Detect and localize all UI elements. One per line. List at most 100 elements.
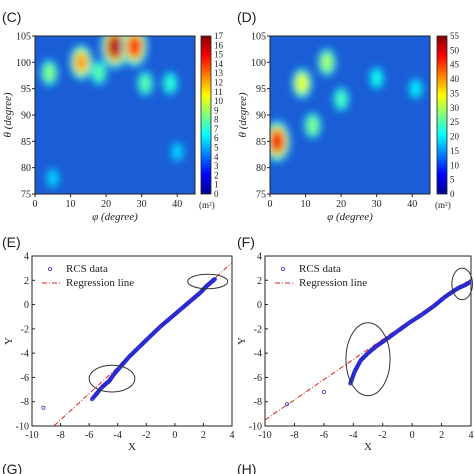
legend-label-data: RCS data xyxy=(299,263,341,275)
plot-frame xyxy=(31,255,233,427)
y-tick-label-6: 2 xyxy=(24,276,29,287)
x-tick-label-4: 40 xyxy=(407,199,417,210)
legend-label-regression: Regression line xyxy=(66,277,134,289)
x-tick-label-2: 20 xyxy=(101,199,111,210)
highlight-ellipse-0 xyxy=(88,364,136,393)
colorbar-tick-1: 5 xyxy=(450,175,455,185)
y-tick-label-5: 0 xyxy=(24,300,29,311)
hotspot-8-ring-3 xyxy=(172,144,182,160)
x-tick-label-1: -8 xyxy=(290,430,298,441)
x-tick-label-3: 30 xyxy=(137,199,147,210)
legend-marker-data xyxy=(280,266,285,271)
x-axis-label: X xyxy=(128,441,136,453)
y-tick-label-5: 0 xyxy=(257,300,262,311)
x-tick-label-2: 20 xyxy=(336,199,346,210)
colorbar-tick-5: 25 xyxy=(450,117,460,127)
colorbar-tick-17: 17 xyxy=(214,31,224,41)
colorbar-tick-11: 55 xyxy=(450,31,460,41)
y-tick-label-0: -10 xyxy=(16,422,29,433)
y-tick-label-2: -6 xyxy=(254,373,262,384)
colorbar-tick-8: 40 xyxy=(450,74,460,84)
y-tick-label-2: -6 xyxy=(21,373,29,384)
x-tick-label-5: 0 xyxy=(410,430,415,441)
y-tick-label-0: 75 xyxy=(256,190,266,201)
hotspot-0-ring-3 xyxy=(108,36,122,57)
colorbar-tick-2: 10 xyxy=(450,160,460,170)
data-point-1 xyxy=(321,389,326,394)
highlight-ellipse-0 xyxy=(345,322,391,397)
panel-letter-h: (H) xyxy=(237,461,256,474)
x-tick-label-2: -6 xyxy=(85,430,93,441)
x-tick-label-7: 4 xyxy=(230,430,235,441)
regression-line xyxy=(265,278,471,421)
x-tick-label-4: 40 xyxy=(172,199,182,210)
data-point-16 xyxy=(212,277,217,282)
highlight-ellipse-1 xyxy=(451,267,473,301)
colorbar-tick-11: 11 xyxy=(214,87,223,97)
y-tick-label-2: 85 xyxy=(256,137,266,148)
panel-letter-f: (F) xyxy=(237,234,255,250)
x-axis-label: X xyxy=(364,441,372,453)
y-tick-label-5: 100 xyxy=(251,58,266,69)
x-tick-label-0: 0 xyxy=(268,199,273,210)
x-tick-label-6: 2 xyxy=(439,430,444,441)
x-tick-label-4: -2 xyxy=(142,430,150,441)
heatmap-field xyxy=(270,48,423,162)
heatmap-background xyxy=(270,36,430,194)
colorbar-tick-9: 45 xyxy=(450,60,460,70)
y-tick-label-3: -4 xyxy=(21,349,29,360)
y-tick-label-4: -2 xyxy=(254,324,262,335)
scatter-f: -10 -8 -6 -4 -2 0 2 4 -10 -8 -6 -4 -2 0 2 4 X Y RCS data Re… xyxy=(236,252,474,454)
data-point-0 xyxy=(41,405,46,410)
hotspot-3-ring-3 xyxy=(44,64,55,82)
colorbar-tick-15: 15 xyxy=(214,50,224,60)
x-tick-label-0: -10 xyxy=(25,430,38,441)
colorbar-tick-0: 0 xyxy=(214,189,219,199)
colorbar-tick-14: 14 xyxy=(214,59,224,69)
colorbar xyxy=(200,35,212,195)
colorbar-tick-9: 9 xyxy=(214,105,219,115)
highlight-ellipse-1 xyxy=(187,273,229,290)
y-tick-label-3: -4 xyxy=(254,349,262,360)
data-point-0 xyxy=(285,402,290,407)
y-tick-label-4: 95 xyxy=(21,84,31,95)
colorbar-unit: (m²) xyxy=(435,200,451,210)
y-axis-label: θ (degree) xyxy=(2,92,14,137)
x-tick-label-1: -8 xyxy=(56,430,64,441)
panel-letter-d: (D) xyxy=(237,9,256,25)
panel-letter-g: (G) xyxy=(2,461,22,474)
heatmap-field xyxy=(40,36,184,188)
x-tick-label-1: 10 xyxy=(66,199,76,210)
y-tick-label-4: -2 xyxy=(21,324,29,335)
colorbar-tick-3: 3 xyxy=(214,161,219,171)
hotspot-2-ring-3 xyxy=(75,53,88,72)
hotspot-1-ring-3 xyxy=(128,36,141,57)
hotspot-5-ring-3 xyxy=(371,70,382,86)
y-tick-label-1: 80 xyxy=(21,163,31,174)
x-tick-label-0: 0 xyxy=(33,199,38,210)
legend-label-data: RCS data xyxy=(66,263,108,275)
colorbar-tick-7: 7 xyxy=(214,124,219,134)
x-tick-label-5: 0 xyxy=(172,430,177,441)
hotspot-5-ring-3 xyxy=(140,75,151,92)
colorbar-tick-16: 16 xyxy=(214,40,224,50)
y-axis-label: Y xyxy=(3,337,15,345)
y-tick-label-1: -8 xyxy=(21,397,29,408)
y-tick-label-1: -8 xyxy=(254,397,262,408)
x-tick-label-1: 10 xyxy=(301,199,311,210)
y-tick-label-3: 90 xyxy=(21,111,31,122)
y-tick-label-5: 100 xyxy=(16,58,31,69)
y-tick-label-0: -10 xyxy=(249,422,262,433)
colorbar-tick-13: 13 xyxy=(214,68,224,78)
colorbar-tick-6: 6 xyxy=(214,133,219,143)
colorbar-tick-6: 30 xyxy=(450,103,460,113)
plot-frame xyxy=(264,255,472,427)
colorbar-tick-7: 35 xyxy=(450,88,460,98)
colorbar-tick-8: 8 xyxy=(214,115,219,125)
y-tick-label-2: 85 xyxy=(21,137,31,148)
y-axis-label: θ (degree) xyxy=(237,92,249,137)
colorbar-tick-10: 10 xyxy=(214,96,224,106)
panel-letter-c: (C) xyxy=(2,9,21,25)
